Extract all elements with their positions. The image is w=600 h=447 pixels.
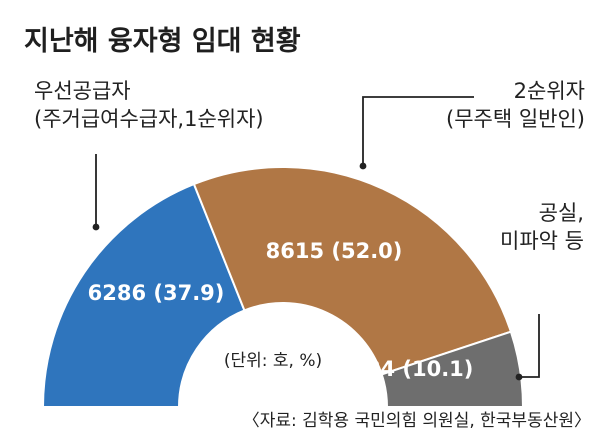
slice-category-label: 우선공급자	[34, 79, 131, 103]
slice-value-label: 8615 (52.0)	[266, 239, 403, 263]
arc-slice	[41, 182, 246, 408]
slice-value-label: 6286 (37.9)	[88, 281, 225, 305]
arc-slice	[380, 330, 525, 408]
slice-category-label: 공실,	[539, 201, 584, 225]
leader-dot	[515, 373, 523, 381]
slice-value-label: 1684 (10.1)	[337, 357, 474, 381]
slice-category-label: 2순위자	[514, 79, 585, 103]
chart-title: 지난해 융자형 임대 현황	[24, 26, 301, 57]
unit-note: (단위: 호, %)	[224, 351, 322, 371]
slice-category-label: (무주택 일반인)	[446, 107, 585, 131]
arc-slice	[192, 166, 513, 376]
source-note: 〈자료: 김학용 국민의힘 의원실, 한국부동산원〉	[243, 411, 591, 431]
leader-layer	[92, 96, 540, 381]
slice-category-label: 미파악 등	[500, 229, 584, 253]
leader-line	[362, 96, 474, 166]
leader-dot	[92, 223, 100, 231]
arc-layer	[41, 166, 525, 408]
leader-dot	[359, 162, 367, 170]
slice-category-label: (주거급여수급자,1순위자)	[34, 107, 264, 131]
leader-line	[519, 314, 540, 378]
label-layer: 6286 (37.9) 8615 (52.0) 1684 (10.1) 우선공급자 (주…	[34, 79, 585, 381]
